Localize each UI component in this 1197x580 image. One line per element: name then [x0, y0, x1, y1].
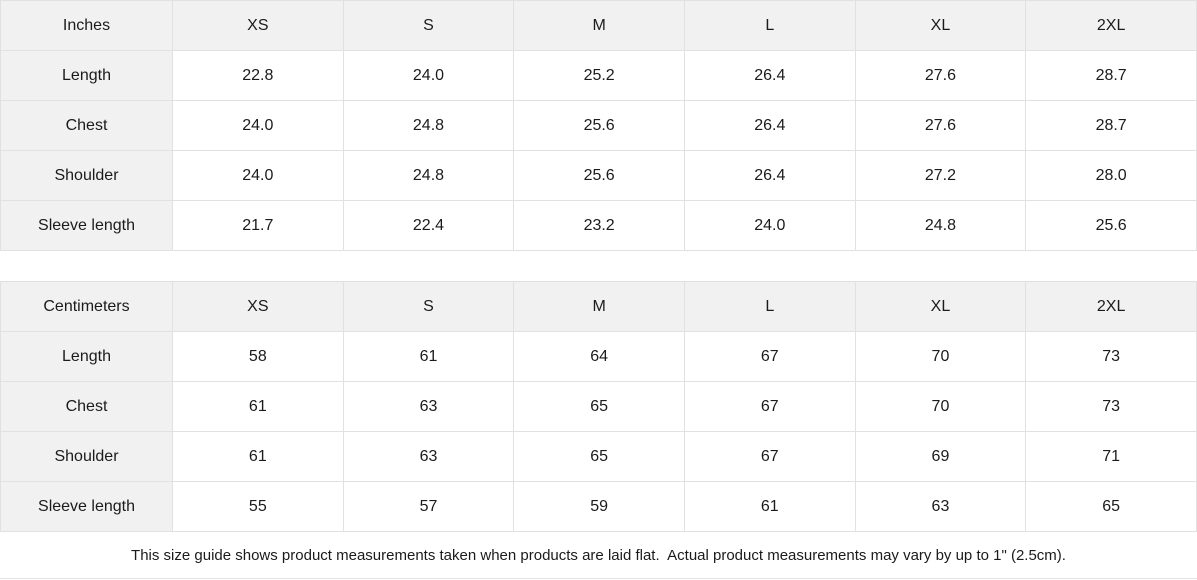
- value-cell: 61: [172, 381, 344, 432]
- row-label-cell: Shoulder: [0, 431, 173, 482]
- value-cell: 64: [513, 331, 685, 382]
- value-cell: 70: [854, 381, 1027, 432]
- row-label-cell: Shoulder: [0, 150, 173, 201]
- row-label-cell: Sleeve length: [0, 481, 173, 532]
- header-row: Centimeters XS S M L XL 2XL: [0, 281, 1197, 332]
- value-cell: 67: [683, 381, 856, 432]
- row-label-cell: Chest: [0, 381, 173, 432]
- value-cell: 59: [513, 481, 685, 532]
- value-cell: 24.0: [172, 150, 344, 201]
- size-header-cell: XS: [172, 0, 344, 51]
- table-row: Length 58 61 64 67 70 73: [0, 331, 1197, 382]
- value-cell: 55: [172, 481, 344, 532]
- value-cell: 61: [683, 481, 856, 532]
- size-header-cell: XL: [854, 0, 1027, 51]
- table-row: Chest 61 63 65 67 70 73: [0, 381, 1197, 432]
- size-header-cell: M: [513, 0, 685, 51]
- value-cell: 28.7: [1025, 100, 1197, 151]
- value-cell: 27.2: [854, 150, 1027, 201]
- table-row: Shoulder 61 63 65 67 69 71: [0, 431, 1197, 482]
- size-header-cell: M: [513, 281, 685, 332]
- value-cell: 61: [172, 431, 344, 482]
- value-cell: 22.8: [172, 50, 344, 101]
- row-label-cell: Length: [0, 50, 173, 101]
- value-cell: 22.4: [342, 200, 515, 251]
- value-cell: 26.4: [683, 50, 856, 101]
- value-cell: 73: [1025, 331, 1197, 382]
- size-header-cell: L: [683, 0, 856, 51]
- value-cell: 25.6: [513, 150, 685, 201]
- value-cell: 67: [683, 331, 856, 382]
- value-cell: 61: [342, 331, 515, 382]
- table-row: Sleeve length 21.7 22.4 23.2 24.0 24.8 2…: [0, 200, 1197, 251]
- value-cell: 25.6: [513, 100, 685, 151]
- footer-note: This size guide shows product measuremen…: [0, 532, 1197, 579]
- value-cell: 24.0: [342, 50, 515, 101]
- value-cell: 25.6: [1025, 200, 1197, 251]
- value-cell: 25.2: [513, 50, 685, 101]
- size-header-cell: S: [342, 0, 515, 51]
- size-header-cell: XS: [172, 281, 344, 332]
- row-label-cell: Chest: [0, 100, 173, 151]
- value-cell: 65: [513, 431, 685, 482]
- value-cell: 27.6: [854, 100, 1027, 151]
- value-cell: 24.0: [683, 200, 856, 251]
- value-cell: 58: [172, 331, 344, 382]
- value-cell: 24.8: [854, 200, 1027, 251]
- value-cell: 65: [1025, 481, 1197, 532]
- value-cell: 69: [854, 431, 1027, 482]
- value-cell: 28.0: [1025, 150, 1197, 201]
- table-row: Sleeve length 55 57 59 61 63 65: [0, 481, 1197, 532]
- value-cell: 27.6: [854, 50, 1027, 101]
- value-cell: 23.2: [513, 200, 685, 251]
- value-cell: 21.7: [172, 200, 344, 251]
- value-cell: 70: [854, 331, 1027, 382]
- size-header-cell: 2XL: [1025, 0, 1197, 51]
- value-cell: 24.8: [342, 150, 515, 201]
- row-label-cell: Sleeve length: [0, 200, 173, 251]
- size-table-inches: Inches XS S M L XL 2XL Length 22.8 24.0 …: [0, 0, 1197, 251]
- table-row: Shoulder 24.0 24.8 25.6 26.4 27.2 28.0: [0, 150, 1197, 201]
- header-row: Inches XS S M L XL 2XL: [0, 0, 1197, 51]
- unit-header-cell: Centimeters: [0, 281, 173, 332]
- value-cell: 67: [683, 431, 856, 482]
- value-cell: 63: [342, 381, 515, 432]
- table-gap: [0, 251, 1197, 281]
- value-cell: 57: [342, 481, 515, 532]
- value-cell: 63: [854, 481, 1027, 532]
- value-cell: 71: [1025, 431, 1197, 482]
- size-table-centimeters: Centimeters XS S M L XL 2XL Length 58 61…: [0, 281, 1197, 532]
- size-header-cell: S: [342, 281, 515, 332]
- table-row: Chest 24.0 24.8 25.6 26.4 27.6 28.7: [0, 100, 1197, 151]
- value-cell: 26.4: [683, 100, 856, 151]
- size-header-cell: 2XL: [1025, 281, 1197, 332]
- size-header-cell: XL: [854, 281, 1027, 332]
- value-cell: 73: [1025, 381, 1197, 432]
- unit-header-cell: Inches: [0, 0, 173, 51]
- value-cell: 63: [342, 431, 515, 482]
- value-cell: 24.0: [172, 100, 344, 151]
- row-label-cell: Length: [0, 331, 173, 382]
- value-cell: 28.7: [1025, 50, 1197, 101]
- value-cell: 24.8: [342, 100, 515, 151]
- table-row: Length 22.8 24.0 25.2 26.4 27.6 28.7: [0, 50, 1197, 101]
- value-cell: 26.4: [683, 150, 856, 201]
- value-cell: 65: [513, 381, 685, 432]
- size-header-cell: L: [683, 281, 856, 332]
